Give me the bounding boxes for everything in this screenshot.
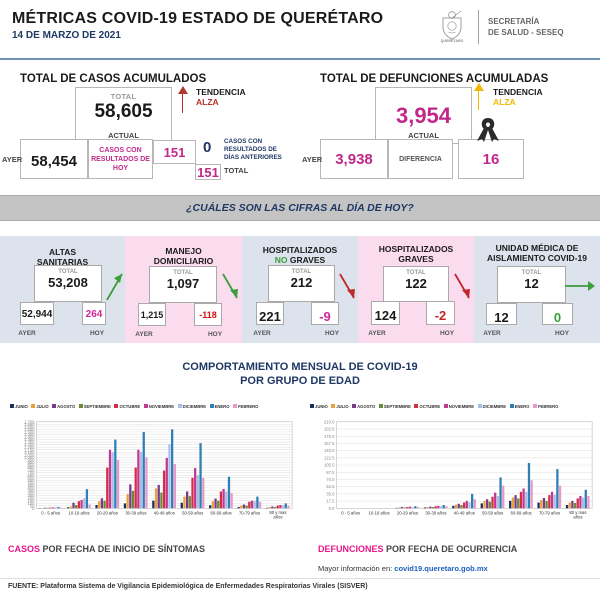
svg-text:140.0: 140.0 — [324, 448, 335, 453]
svg-text:10-19 años: 10-19 años — [69, 511, 90, 516]
svg-text:157.5: 157.5 — [324, 441, 335, 446]
svg-text:20-29 años: 20-29 años — [97, 511, 118, 516]
svg-text:122.5: 122.5 — [324, 455, 335, 460]
svg-text:70-79 años: 70-79 años — [239, 511, 260, 516]
svg-text:60-69 años: 60-69 años — [511, 511, 532, 516]
svg-text:QUERÉTARO: QUERÉTARO — [441, 38, 464, 43]
svg-text:años: años — [273, 515, 282, 520]
svg-text:50-59 años: 50-59 años — [482, 511, 503, 516]
svg-text:30-39 años: 30-39 años — [125, 511, 146, 516]
svg-text:60-69 años: 60-69 años — [211, 511, 232, 516]
svg-text:20-29 años: 20-29 años — [397, 511, 418, 516]
svg-text:105.0: 105.0 — [324, 463, 335, 468]
svg-text:70.0: 70.0 — [326, 477, 335, 482]
svg-text:35.0: 35.0 — [326, 491, 335, 496]
svg-text:50-59 años: 50-59 años — [182, 511, 203, 516]
svg-text:175.0: 175.0 — [324, 434, 335, 439]
svg-text:0 - 5 años: 0 - 5 años — [341, 511, 360, 516]
svg-text:52.5: 52.5 — [326, 484, 335, 489]
svg-text:10-19 años: 10-19 años — [369, 511, 390, 516]
svg-text:0 - 5 años: 0 - 5 años — [41, 511, 60, 516]
svg-text:1,700: 1,700 — [24, 419, 35, 424]
svg-text:87.5: 87.5 — [326, 470, 335, 475]
svg-text:años: años — [573, 515, 582, 520]
svg-text:17.5: 17.5 — [326, 499, 335, 504]
svg-text:40-49 años: 40-49 años — [154, 511, 175, 516]
svg-text:0.0: 0.0 — [329, 506, 336, 511]
svg-text:30-39 años: 30-39 años — [425, 511, 446, 516]
svg-text:210.0: 210.0 — [324, 419, 335, 424]
svg-text:192.5: 192.5 — [324, 427, 335, 432]
svg-text:70-79 años: 70-79 años — [539, 511, 560, 516]
svg-text:40-49 años: 40-49 años — [454, 511, 475, 516]
